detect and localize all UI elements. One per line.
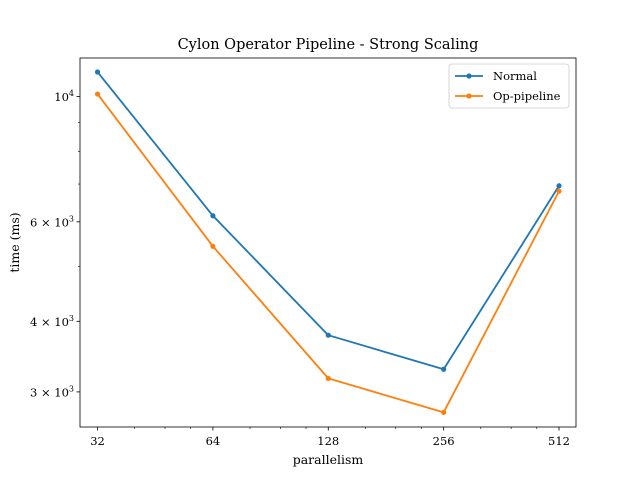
legend-item: Op-pipeline bbox=[455, 89, 561, 103]
x-tick-label: 512 bbox=[548, 434, 570, 448]
y-tick-label: 4 × 103 bbox=[30, 314, 74, 329]
data-point bbox=[441, 409, 447, 415]
y-tick-label: 6 × 103 bbox=[30, 214, 74, 229]
data-point bbox=[94, 69, 101, 75]
series-line bbox=[96, 93, 560, 414]
y-axis-label: time (ms) bbox=[7, 212, 22, 272]
data-point bbox=[325, 375, 331, 381]
legend-marker bbox=[466, 73, 472, 79]
data-point bbox=[94, 91, 101, 97]
x-tick-label: 64 bbox=[206, 434, 221, 448]
series-layer bbox=[94, 69, 562, 415]
x-axis-label: parallelism bbox=[293, 452, 364, 467]
x-tick-label: 128 bbox=[317, 434, 339, 448]
data-point bbox=[325, 332, 331, 338]
series-normal bbox=[94, 69, 562, 372]
plot-frame bbox=[79, 57, 577, 428]
y-tick-label: 104 bbox=[54, 89, 74, 104]
legend-marker bbox=[466, 93, 472, 99]
legend-box bbox=[448, 63, 570, 109]
series-op-pipeline bbox=[94, 91, 562, 415]
legend-item: Normal bbox=[455, 69, 537, 83]
data-point bbox=[210, 243, 216, 249]
data-point bbox=[556, 183, 562, 189]
chart-title: Cylon Operator Pipeline - Strong Scaling bbox=[178, 37, 479, 53]
x-axis-ticks: 32 64 128 256 512 bbox=[90, 427, 570, 448]
x-tick-label: 256 bbox=[433, 434, 455, 448]
y-axis-ticks: 3 × 103 4 × 103 6 × 103 104 bbox=[30, 89, 80, 399]
legend: Normal Op-pipeline bbox=[448, 63, 570, 109]
y-tick-label: 3 × 103 bbox=[30, 384, 74, 399]
legend-label: Normal bbox=[493, 69, 537, 83]
data-point bbox=[441, 366, 447, 372]
data-point bbox=[210, 213, 216, 219]
x-tick-label: 32 bbox=[90, 434, 105, 448]
data-point bbox=[556, 188, 562, 194]
legend-label: Op-pipeline bbox=[493, 89, 561, 103]
